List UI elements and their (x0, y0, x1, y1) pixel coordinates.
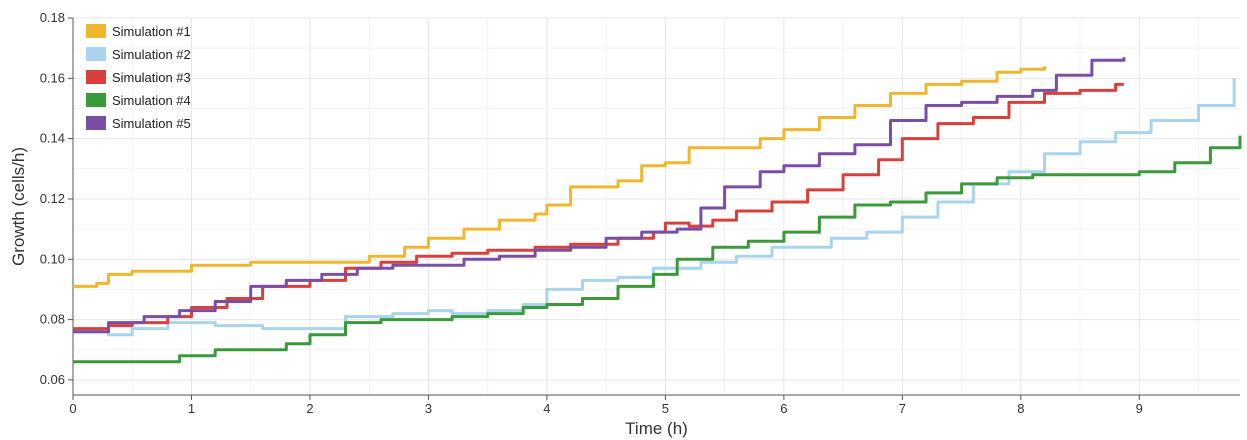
legend-label: Simulation #4 (112, 93, 191, 108)
x-tick-label: 0 (69, 401, 76, 416)
legend-label: Simulation #3 (112, 70, 191, 85)
x-tick-label: 4 (543, 401, 550, 416)
x-tick-label: 2 (306, 401, 313, 416)
series-line-5 (73, 57, 1126, 334)
y-tick-label: 0.14 (40, 131, 65, 146)
axes: 0 1 2 3 4 5 6 7 8 9 0.06 0.08 0.10 0.12 0.14 0.16 0.18 (40, 10, 1240, 416)
legend-swatch (86, 47, 106, 61)
x-tick-label: 1 (188, 401, 195, 416)
legend-swatch (86, 93, 106, 107)
y-tick-label: 0.16 (40, 70, 65, 85)
legend-swatch (86, 24, 106, 38)
series-line-4 (73, 135, 1242, 364)
x-axis-title: Time (h) (625, 419, 688, 438)
grid-lines (73, 17, 1240, 395)
x-tick-label: 7 (899, 401, 906, 416)
legend-swatch (86, 70, 106, 84)
legend-label: Simulation #5 (112, 116, 191, 131)
y-axis-title: Growth (cells/h) (9, 147, 28, 266)
y-tick-label: 0.06 (40, 372, 65, 387)
y-tick-label: 0.10 (40, 251, 65, 266)
x-tick-label: 6 (780, 401, 787, 416)
y-tick-label: 0.18 (40, 10, 65, 25)
legend: Simulation #1 Simulation #2 Simulation #3 S… (86, 24, 191, 131)
y-tick-label: 0.08 (40, 312, 65, 327)
legend-swatch (86, 116, 106, 130)
x-tick-label: 9 (1136, 401, 1143, 416)
x-tick-label: 5 (662, 401, 669, 416)
series-line-3 (73, 82, 1124, 331)
series-line-2 (73, 78, 1236, 337)
x-tick-label: 8 (1017, 401, 1024, 416)
series-layer (73, 57, 1242, 364)
y-tick-label: 0.12 (40, 191, 65, 206)
series-line-1 (73, 66, 1046, 288)
legend-label: Simulation #2 (112, 47, 191, 62)
legend-label: Simulation #1 (112, 24, 191, 39)
x-tick-label: 3 (425, 401, 432, 416)
